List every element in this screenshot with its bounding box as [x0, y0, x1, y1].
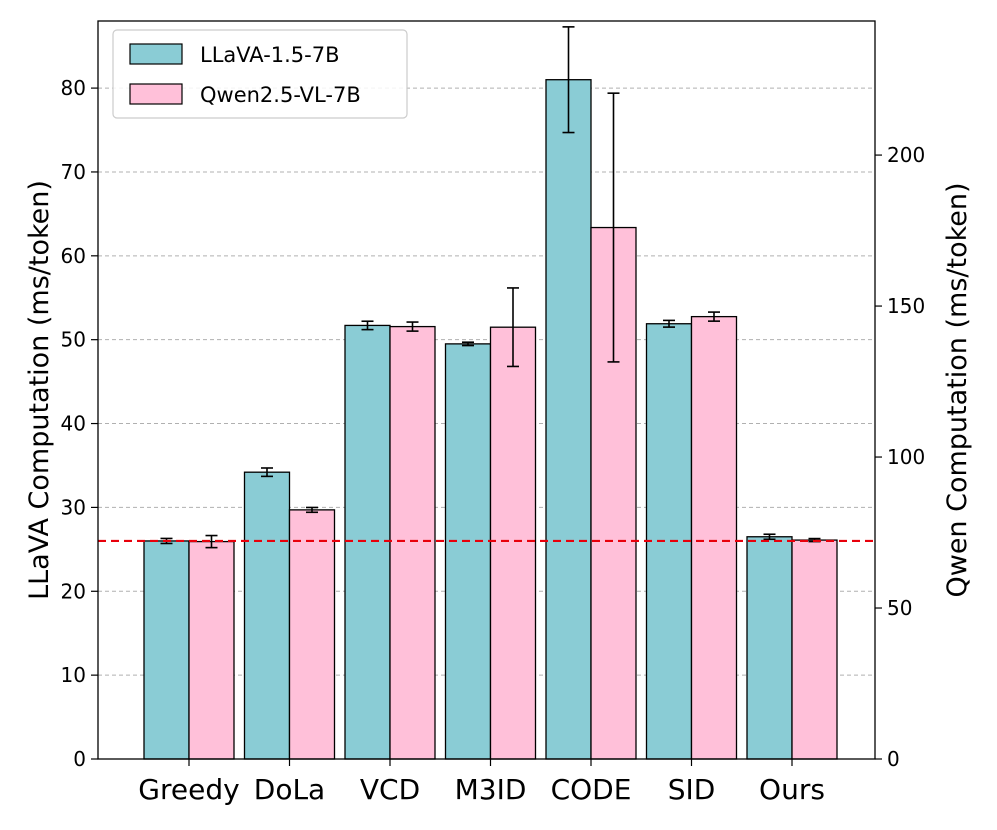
x-tick-label-dola: DoLa — [254, 773, 325, 806]
y-tick-label-right-200: 200 — [887, 143, 925, 167]
y-tick-label-left-60: 60 — [61, 244, 86, 268]
error-bar-llava-1-5-7b-code — [562, 26, 575, 134]
y-tick-label-right-100: 100 — [887, 445, 925, 469]
y-axis-label-right: Qwen Computation (ms/token) — [942, 182, 973, 597]
error-bar-llava-1-5-7b-sid — [663, 319, 675, 328]
bar-llava-1-5-7b-dola — [243, 471, 291, 760]
legend-box — [112, 29, 408, 119]
x-tick-label-m3id: M3ID — [455, 773, 527, 806]
y-tick-label-left-40: 40 — [61, 412, 86, 436]
y-tick-label-right-150: 150 — [887, 294, 925, 318]
bar-llava-1-5-7b-greedy — [143, 540, 190, 760]
x-tick-label-code: CODE — [551, 773, 632, 806]
y-tick-label-left-10: 10 — [61, 663, 86, 687]
bar-llava-1-5-7b-code — [545, 79, 592, 760]
legend-label-qwen: Qwen2.5-VL-7B — [200, 83, 361, 107]
y-tick-label-right-0: 0 — [887, 747, 900, 771]
bar-qwen2-5-vl-7b-sid — [690, 315, 738, 760]
y-axis-label-left: LLaVA Computation (ms/token) — [24, 180, 55, 600]
y-tick-label-left-50: 50 — [61, 328, 86, 352]
bar-llava-1-5-7b-m3id — [444, 343, 492, 760]
legend-label-llava: LLaVA-1.5-7B — [200, 43, 340, 67]
y-tick-label-left-80: 80 — [61, 76, 86, 100]
y-tick-label-right-50: 50 — [887, 596, 912, 620]
bar-llava-1-5-7b-vcd — [344, 324, 391, 760]
error-bar-qwen2-5-vl-7b-greedy — [205, 534, 218, 549]
x-tick-label-sid: SID — [668, 773, 716, 806]
error-bar-llava-1-5-7b-vcd — [361, 320, 374, 331]
bar-qwen2-5-vl-7b-ours — [791, 539, 838, 760]
x-tick-label-greedy: Greedy — [138, 773, 239, 806]
legend-swatch-llava — [129, 43, 183, 65]
error-bar-qwen2-5-vl-7b-code — [607, 92, 620, 363]
y-tick-label-left-70: 70 — [61, 160, 86, 184]
bar-qwen2-5-vl-7b-greedy — [188, 540, 235, 760]
error-bar-qwen2-5-vl-7b-m3id — [507, 287, 519, 368]
legend-swatch-qwen — [129, 83, 183, 105]
plot-frame — [97, 20, 876, 760]
error-bar-llava-1-5-7b-m3id — [462, 341, 474, 347]
bar-llava-1-5-7b-ours — [746, 536, 793, 760]
legend: LLaVA-1.5-7B Qwen2.5-VL-7B — [112, 29, 408, 119]
bar-qwen2-5-vl-7b-vcd — [389, 325, 436, 760]
x-tick-label-vcd: VCD — [360, 773, 420, 806]
bar-qwen2-5-vl-7b-dola — [288, 509, 336, 760]
error-bar-qwen2-5-vl-7b-dola — [306, 506, 318, 514]
bar-qwen2-5-vl-7b-m3id — [489, 326, 537, 760]
y-tick-label-left-0: 0 — [73, 747, 86, 771]
error-bar-llava-1-5-7b-ours — [763, 533, 776, 541]
x-tick-label-ours: Ours — [759, 773, 825, 806]
error-bars — [160, 26, 821, 549]
error-bar-qwen2-5-vl-7b-vcd — [406, 321, 419, 332]
error-bar-llava-1-5-7b-dola — [261, 467, 273, 478]
y-tick-label-left-20: 20 — [61, 579, 86, 603]
error-bar-qwen2-5-vl-7b-sid — [708, 311, 720, 322]
axis-ticks: 0 10 20 30 40 50 60 70 80 0 50 100 150 200 Greedy DoLa V… — [61, 76, 926, 806]
y-tick-label-left-30: 30 — [61, 495, 86, 519]
bars — [143, 79, 838, 760]
